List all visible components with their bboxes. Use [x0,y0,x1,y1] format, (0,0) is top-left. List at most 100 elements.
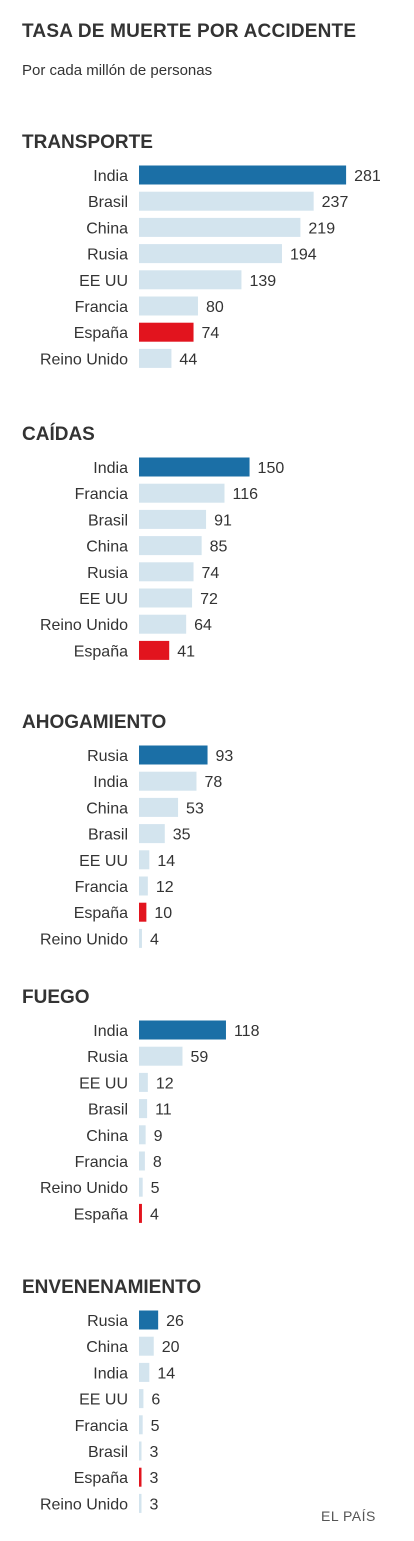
category-label: Francia [75,1154,128,1171]
category-label: Reino Unido [40,351,128,368]
value-label: 53 [186,800,204,817]
category-label: España [74,643,128,660]
chart-envenenamiento: ENVENENAMIENTO Rusia 26 China 20 India 14 EE UU… [22,1277,201,1513]
category-label: Brasil [88,827,128,844]
bar [139,745,208,765]
bar-row-brasil: Brasil 11 [88,1099,172,1119]
category-label: España [74,905,128,922]
bar-row-espana: España 10 [74,902,172,922]
section-title: TRANSPORTE [22,132,153,153]
value-label: 26 [166,1313,184,1330]
value-label: 194 [290,247,317,264]
value-label: 64 [194,617,212,634]
bar-row-rusia: Rusia 26 [87,1310,184,1330]
category-label: Rusia [87,1049,128,1066]
category-label: EE UU [79,591,128,608]
category-label: India [93,168,128,185]
category-label: Rusia [87,748,128,765]
bar [139,614,187,634]
value-label: 74 [202,565,220,582]
value-label: 80 [206,299,224,316]
bar [139,1125,146,1145]
bar [139,1046,183,1066]
bar [139,483,225,503]
bar-row-brasil: Brasil 237 [88,191,349,211]
bar [139,1415,143,1435]
category-label: EE UU [79,1075,128,1092]
chart-transporte: TRANSPORTE India 281 Brasil 237 China 219 Rusia… [22,132,381,368]
category-label: EE UU [79,1392,128,1409]
bar [139,1362,150,1382]
bar-row-ee-uu: EE UU 6 [79,1389,160,1409]
bar-row-china: China 9 [86,1125,163,1145]
category-label: China [86,220,128,237]
category-label: EE UU [79,853,128,870]
bar [139,1151,145,1171]
value-label: 5 [151,1180,160,1197]
bar [139,850,150,870]
bar [139,457,250,477]
value-label: 4 [150,931,159,948]
value-label: 118 [234,1023,260,1040]
category-label: India [93,1365,128,1382]
chart-ahogamiento: AHOGAMIENTO Rusia 93 India 78 China 53 Brasil 35… [22,712,233,948]
category-label: Brasil [88,1102,128,1119]
bar-row-ee-uu: EE UU 139 [79,270,276,290]
value-label: 20 [162,1339,180,1356]
value-label: 237 [322,194,349,211]
section-title: ENVENENAMIENTO [22,1277,201,1298]
bar-row-reino-unido: Reino Unido 64 [40,614,212,634]
bar [139,509,207,529]
bar-row-brasil: Brasil 3 [88,1441,159,1461]
bar-row-china: China 53 [86,797,204,817]
category-label: España [74,1470,128,1487]
value-label: 93 [216,748,234,765]
category-label: Francia [75,1418,128,1435]
bar-row-rusia: Rusia 59 [87,1046,208,1066]
value-label: 116 [232,486,258,503]
category-label: Reino Unido [40,1496,128,1513]
category-label: Brasil [88,194,128,211]
value-label: 14 [157,1365,175,1382]
bar [139,536,202,556]
category-label: China [86,1128,128,1145]
bar-row-india: India 118 [93,1020,260,1040]
category-label: España [74,1206,128,1223]
bar [139,771,197,791]
bar-row-reino-unido: Reino Unido 3 [40,1493,159,1513]
value-label: 41 [177,643,195,660]
category-label: Reino Unido [40,931,128,948]
category-label: India [93,774,128,791]
bar [139,1203,142,1223]
category-label: España [74,325,128,342]
bar-row-brasil: Brasil 35 [88,824,191,844]
bar-row-francia: Francia 12 [75,876,174,896]
value-label: 3 [150,1496,159,1513]
bar-row-rusia: Rusia 93 [87,745,234,765]
value-label: 10 [154,905,172,922]
bar-row-india: India 281 [93,165,381,185]
chart-caidas: CAÍDAS India 150 Francia 116 Brasil 91 China 85 R… [22,423,284,660]
bar [139,562,194,582]
bar [139,797,179,817]
chart-subtitle: Por cada millón de personas [22,62,213,79]
bar [139,1336,154,1356]
value-label: 72 [200,591,218,608]
value-label: 4 [150,1206,159,1223]
bar-row-reino-unido: Reino Unido 5 [40,1177,160,1197]
value-label: 9 [154,1128,163,1145]
bar [139,165,347,185]
bar-row-francia: Francia 80 [75,296,224,316]
section-title: AHOGAMIENTO [22,712,166,733]
category-label: Reino Unido [40,1180,128,1197]
bar-row-reino-unido: Reino Unido 4 [40,928,159,948]
category-label: India [93,460,128,477]
bar [139,1441,142,1461]
bar-row-china: China 85 [86,536,228,556]
value-label: 91 [214,512,232,529]
bar [139,928,142,948]
bar [139,824,165,844]
value-label: 44 [179,351,197,368]
category-label: Rusia [87,247,128,264]
value-label: 5 [151,1418,160,1435]
